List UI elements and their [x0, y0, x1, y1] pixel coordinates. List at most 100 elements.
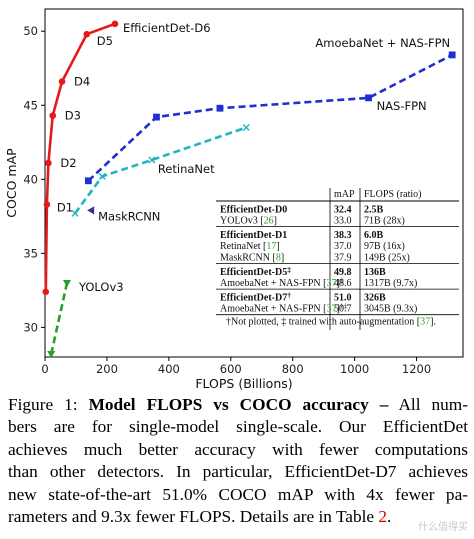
data-point-amoebanet-nas-fpn-1 [153, 113, 160, 121]
figure-caption: Figure 1: Model FLOPS vs COCO accuracy –… [8, 394, 468, 528]
table-background [214, 186, 461, 338]
data-point-amoebanet-nas-fpn-3 [365, 94, 372, 102]
data-point-retinanet-2 [148, 156, 156, 164]
table-header-map: mAP [334, 189, 355, 200]
table-cell-map: 37.9 [334, 253, 352, 264]
data-point-efficientdet-d6-3 [49, 112, 57, 119]
table-cell-flops: 97B (16x) [364, 241, 405, 252]
caption-line: new state-of-the-art 51.0% COCO mAP with… [8, 484, 468, 506]
series-line-efficientdet-d6 [44, 22, 116, 292]
data-point-efficientdet-d6-1 [43, 201, 51, 208]
table-citation: 17 [266, 241, 276, 252]
table-cell-map: 32.4 [334, 204, 352, 215]
caption-line: Figure 1: Model FLOPS vs COCO accuracy –… [8, 394, 468, 416]
chart-svg: 0 200 400 600 800 1000 1200 30 35 40 45 50 FLOPS (Bi… [4, 8, 464, 390]
data-point-retinanet-0 [71, 209, 79, 217]
y-tick-label-40: 40 [23, 172, 38, 186]
table-row-model: AmoebaNet + NAS-FPN [37]†‡ [220, 302, 348, 315]
table-cell-flops: 149B (25x) [364, 253, 410, 264]
table-reference-link[interactable]: 2 [378, 507, 388, 527]
caption-line: bers are for single-model single-scale. … [8, 416, 468, 438]
point-label-d1: D1 [57, 200, 73, 214]
data-point-amoebanet-nas-fpn-4 [448, 51, 456, 59]
table-cell-flops: 71B (28x) [364, 216, 405, 227]
caption-line: rameters and 9.3x fewer FLOPS. Details a… [8, 506, 468, 528]
x-tick-label-0: 0 [41, 362, 48, 376]
series-label-yolov3: YOLOv3 [78, 280, 124, 294]
table-cell-map: 33.0 [334, 216, 352, 227]
table-row-model: MaskRCNN [8] [220, 253, 284, 264]
data-point-yolov3-0 [47, 351, 56, 359]
table-model-name: AmoebaNet + NAS-FPN [220, 278, 321, 289]
caption-text: than other detectors. In particular, Eff… [8, 462, 468, 482]
caption-text: All num- [388, 395, 469, 414]
caption-text: bers are for single-model single-scale. … [8, 417, 468, 437]
table-footnote: †Not plotted, ‡ trained with auto-augmen… [226, 317, 436, 328]
table-footnote-mark: ‡ [340, 276, 344, 285]
series-line-yolov3 [49, 282, 69, 355]
x-tick-label-1000: 1000 [340, 362, 369, 376]
series-label-amoebanet: AmoebaNet + NAS-FPN [315, 36, 450, 50]
y-tick-label-50: 50 [23, 24, 38, 38]
table-cell-map: 48.6 [334, 278, 352, 289]
caption-text: new state-of-the-art 51.0% COCO mAP with… [8, 484, 468, 504]
table-cell-flops: 1317B (9.7x) [364, 278, 417, 289]
caption-line: than other detectors. In particular, Eff… [8, 461, 468, 483]
table-model-name: EfficientDet-D5 [220, 267, 287, 278]
table-cell-flops: 326B [364, 292, 386, 303]
table-cell-flops: 3045B (9.3x) [364, 304, 417, 315]
table-cell-flops: 136B [364, 267, 386, 278]
table-cell-flops: 6.0B [364, 230, 384, 241]
table-row-model: AmoebaNet + NAS-FPN [37]‡ [220, 276, 344, 289]
table-citation: 26 [264, 216, 274, 227]
table-model-name: MaskRCNN [220, 253, 270, 264]
table-cell-map: 51.0 [334, 292, 352, 303]
table-citation: 37 [326, 304, 336, 315]
figure-chart: 0 200 400 600 800 1000 1200 30 35 40 45 50 FLOPS (Bi… [4, 8, 464, 390]
table-model-name: AmoebaNet + NAS-FPN [220, 304, 321, 315]
table-cell-map: 38.3 [334, 230, 352, 241]
caption-text: rameters and 9.3x fewer FLOPS. Details a… [8, 507, 379, 527]
data-point-yolov3-1 [62, 279, 71, 287]
caption-text: Model FLOPS vs COCO accuracy – [88, 395, 389, 414]
table-row-model: EfficientDet-D7† [220, 290, 291, 303]
y-axis-title: COCO mAP [4, 148, 19, 218]
table-model-name: RetinaNet [220, 241, 261, 252]
x-tick-label-600: 600 [220, 362, 242, 376]
x-tick-label-1200: 1200 [402, 362, 431, 376]
table-footnote-mark: †‡ [340, 302, 348, 311]
table-model-name: EfficientDet-D7 [220, 292, 287, 303]
data-point-retinanet-3 [242, 123, 250, 131]
x-tick-label-200: 200 [96, 362, 118, 376]
table-header-flops: FLOPS (ratio) [364, 189, 422, 200]
y-tick-label-45: 45 [23, 98, 38, 112]
caption-line: achieves much better accuracy with fewer… [8, 439, 468, 461]
table-row-model: RetinaNet [17] [220, 241, 280, 252]
table-cell-map: 37.0 [334, 241, 352, 252]
data-point-amoebanet-nas-fpn-0 [84, 177, 92, 185]
table-row-model: EfficientDet-D5‡ [220, 265, 291, 278]
series-label-maskrcnn: MaskRCNN [98, 209, 160, 223]
y-tick-label-35: 35 [23, 246, 38, 260]
table-cell-map: 49.8 [334, 267, 352, 278]
series-label-efficientdet-d6: EfficientDet-D6 [123, 21, 211, 35]
y-tick-label-30: 30 [23, 320, 38, 334]
table-model-name: YOLOv3 [220, 216, 258, 227]
point-label-d3: D3 [65, 109, 81, 123]
series-label-retinanet: RetinaNet [158, 162, 215, 176]
plot-frame [44, 8, 464, 358]
data-point-efficientdet-d6-4 [58, 78, 66, 85]
table-row-model: EfficientDet-D0 [220, 204, 287, 215]
data-point-amoebanet-nas-fpn-2 [216, 104, 224, 112]
table-model-name: EfficientDet-D0 [220, 204, 287, 215]
x-tick-label-800: 800 [282, 362, 304, 376]
x-tick-label-400: 400 [158, 362, 180, 376]
data-point-maskrcnn-0 [87, 206, 95, 215]
data-point-retinanet-1 [98, 172, 106, 180]
table-citation: 37 [326, 278, 336, 289]
point-label-d5: D5 [97, 34, 113, 48]
watermark: 什么值得买 [418, 522, 468, 533]
table-row-model: YOLOv3 [26] [220, 216, 277, 227]
table-cell-map: 50.7 [334, 304, 352, 315]
caption-text: achieves much better accuracy with fewer… [8, 439, 468, 459]
